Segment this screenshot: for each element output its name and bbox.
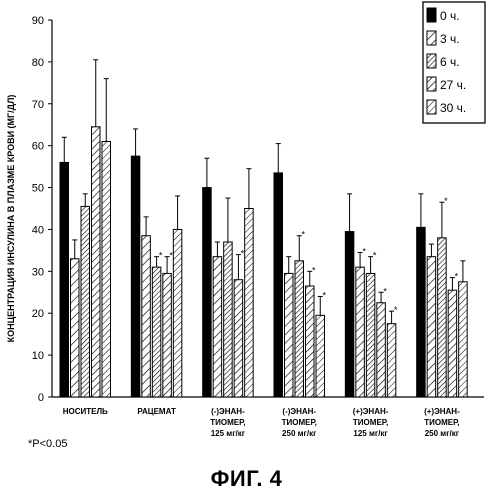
legend-swatch <box>426 7 437 23</box>
x-tick-label: НОСИТЕЛЬ <box>63 407 108 416</box>
bar <box>233 279 244 398</box>
significance-marker: * <box>444 196 448 206</box>
significance-marker: * <box>301 230 305 240</box>
significance-marker: * <box>362 246 366 256</box>
bar <box>376 302 386 398</box>
x-tick-label: РАЦЕМАТ <box>137 407 176 416</box>
y-tick-label: 50 <box>32 183 44 195</box>
y-tick-label: 90 <box>32 15 44 27</box>
significance-marker: * <box>383 286 387 296</box>
bar <box>212 256 223 398</box>
y-tick-label: 20 <box>32 308 44 320</box>
significance-marker: * <box>159 251 163 261</box>
axes: 0 10 20 30 40 50 60 70 80 90 <box>32 15 484 404</box>
x-tick-label: (-)ЭНАН- <box>282 407 316 416</box>
x-tick-label: ТИОМЕР, <box>424 418 459 427</box>
legend-label: 27 ч. <box>440 78 466 92</box>
y-tick-label: 10 <box>32 350 44 362</box>
bar <box>294 260 304 398</box>
bar <box>59 161 69 398</box>
y-tick-label: 60 <box>32 141 44 153</box>
x-tick-label: 250 мг/кг <box>282 429 317 438</box>
significance-marker: * <box>241 249 245 259</box>
x-tick-label: ТИОМЕР, <box>282 418 317 427</box>
y-tick-label: 0 <box>38 392 44 404</box>
significance-marker: * <box>169 251 173 261</box>
y-tick-label: 70 <box>32 99 44 111</box>
legend-swatch <box>426 53 437 69</box>
bar <box>202 187 212 398</box>
bar <box>284 272 294 398</box>
bar <box>172 228 183 398</box>
x-tick-label: (+)ЭНАН- <box>424 407 460 416</box>
bar <box>426 256 437 398</box>
bar <box>437 237 447 398</box>
legend-swatch <box>426 76 437 92</box>
bar <box>244 208 254 398</box>
x-tick-labels: НОСИТЕЛЬ РАЦЕМАТ (-)ЭНАН- ТИОМЕР, 125 мг/кг (… <box>63 407 460 438</box>
footnote: *P<0.05 <box>28 438 68 450</box>
x-tick-label: 125 мг/кг <box>353 429 388 438</box>
legend-swatch <box>426 99 437 115</box>
bar <box>305 285 315 398</box>
legend-label: 3 ч. <box>440 32 460 46</box>
bar <box>80 205 90 398</box>
bar <box>91 126 101 398</box>
legend-label: 30 ч. <box>440 101 466 115</box>
bar <box>151 266 162 398</box>
bar <box>162 272 172 398</box>
bar <box>70 258 80 398</box>
bar <box>458 281 468 398</box>
bar <box>130 155 141 398</box>
y-axis-label: КОНЦЕНТРАЦИЯ ИНСУЛИНА В ПЛАЗМЕ КРОВИ (МГ… <box>6 95 16 343</box>
y-tick-label: 40 <box>32 224 44 236</box>
legend-label: 6 ч. <box>440 55 460 69</box>
bar <box>223 241 233 398</box>
bar <box>141 235 151 398</box>
bars: * * * * * * * * * * * * <box>59 59 468 398</box>
bar <box>386 323 397 398</box>
x-tick-label: (-)ЭНАН- <box>211 407 245 416</box>
bar <box>355 266 365 398</box>
significance-marker: * <box>455 272 459 282</box>
x-tick-label: (+)ЭНАН- <box>353 407 389 416</box>
significance-marker: * <box>322 290 326 300</box>
x-tick-label: ТИОМЕР, <box>210 418 245 427</box>
figure-caption: ФИГ. 4 <box>210 466 283 491</box>
legend-swatch <box>426 30 437 46</box>
bar <box>344 231 355 398</box>
x-tick-label: 250 мг/кг <box>425 429 460 438</box>
y-tick-label: 30 <box>32 266 44 278</box>
x-tick-label: 125 мг/кг <box>211 429 246 438</box>
significance-marker: * <box>394 305 398 315</box>
y-axis-label-group: КОНЦЕНТРАЦИЯ ИНСУЛИНА В ПЛАЗМЕ КРОВИ (МГ… <box>6 95 16 343</box>
x-tick-label: ТИОМЕР, <box>353 418 388 427</box>
bar <box>447 289 458 398</box>
legend-label: 0 ч. <box>440 9 460 23</box>
bar <box>101 140 111 398</box>
legend: 0 ч. 3 ч. 6 ч. 27 ч. 30 ч. <box>422 1 486 124</box>
bar <box>416 226 426 398</box>
bar <box>315 314 325 398</box>
y-tick-label: 80 <box>32 57 44 69</box>
significance-marker: * <box>312 265 316 275</box>
bar <box>273 172 283 398</box>
bar <box>365 272 376 398</box>
significance-marker: * <box>373 251 377 261</box>
